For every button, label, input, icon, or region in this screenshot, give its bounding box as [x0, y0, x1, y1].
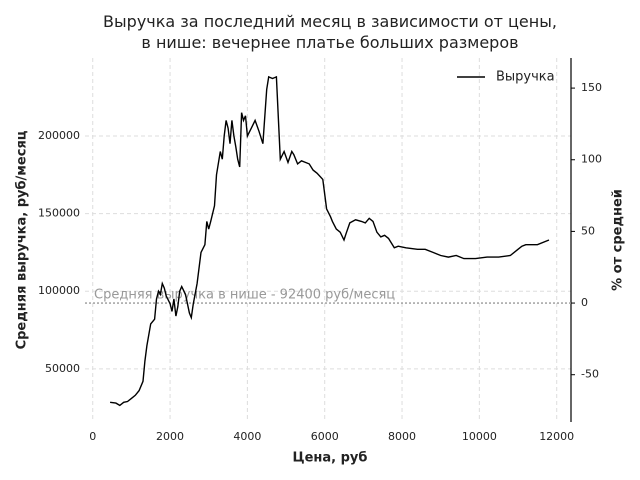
chart-title: Выручка за последний месяц в зависимости…: [103, 12, 557, 52]
x-tick-label: 8000: [388, 430, 416, 443]
x-axis-label: Цена, руб: [293, 451, 368, 466]
y2-tick-label: 0: [581, 296, 588, 309]
y-tick-label: 50000: [45, 362, 80, 375]
y-tick-label: 200000: [38, 129, 80, 142]
y-tick-label: 150000: [38, 207, 80, 220]
y-axis-label: Средняя выручка, руб/месяц: [15, 130, 30, 349]
y2-tick-label: -50: [581, 368, 599, 381]
y2-axis-label: % от средней: [611, 189, 626, 291]
annotation: Средняя выручка в нише - 92400 руб/месяц: [94, 288, 395, 303]
y2-tick-label: 150: [581, 81, 602, 94]
revenue-line: [110, 75, 550, 407]
x-tick-label: 10000: [462, 430, 497, 443]
x-tick-label: 2000: [156, 430, 184, 443]
x-tick-label: 4000: [233, 430, 261, 443]
x-tick-label: 12000: [539, 430, 574, 443]
y-tick-label: 100000: [38, 284, 80, 297]
x-tick-label: 0: [89, 430, 96, 443]
legend-label: Выручка: [496, 70, 555, 85]
x-tick-label: 6000: [311, 430, 339, 443]
y2-tick-label: 50: [581, 224, 595, 237]
y2-tick-label: 100: [581, 153, 602, 166]
